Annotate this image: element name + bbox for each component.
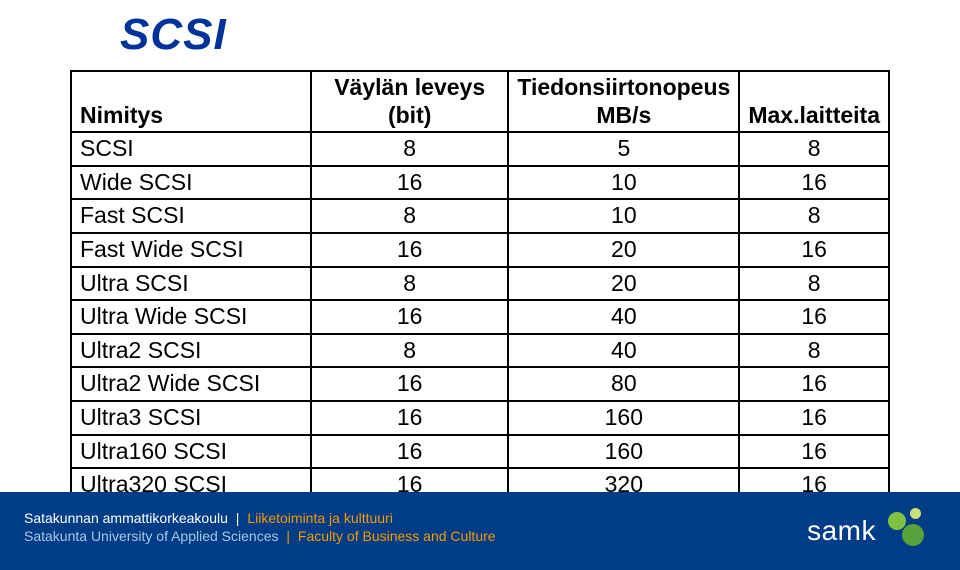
footer-dept-fi: Liiketoiminta ja kulttuuri bbox=[247, 510, 393, 526]
separator-icon: | bbox=[232, 510, 244, 526]
cell-name: Ultra Wide SCSI bbox=[71, 300, 311, 334]
col-header-name: Nimitys bbox=[71, 71, 311, 132]
col-header-speed: Tiedonsiirtonopeus MB/s bbox=[508, 71, 739, 132]
table-row: Ultra3 SCSI1616016 bbox=[71, 401, 889, 435]
cell-value: 8 bbox=[739, 199, 889, 233]
slide: SCSI Nimitys Väylän leveys (bit) Tiedons… bbox=[0, 0, 960, 570]
footer-org-en: Satakunta University of Applied Sciences bbox=[24, 528, 278, 544]
cell-value: 40 bbox=[508, 334, 739, 368]
cell-value: 16 bbox=[311, 435, 508, 469]
cell-value: 16 bbox=[311, 300, 508, 334]
table-row: Ultra160 SCSI1616016 bbox=[71, 435, 889, 469]
table-row: Ultra SCSI8208 bbox=[71, 267, 889, 301]
scsi-table-wrap: Nimitys Väylän leveys (bit) Tiedonsiirto… bbox=[70, 70, 890, 536]
cell-value: 160 bbox=[508, 435, 739, 469]
footer-bar: Satakunnan ammattikorkeakoulu | Liiketoi… bbox=[0, 492, 960, 570]
cell-value: 80 bbox=[508, 367, 739, 401]
table-row: Wide SCSI161016 bbox=[71, 166, 889, 200]
cell-value: 16 bbox=[311, 367, 508, 401]
logo-text: samk bbox=[807, 515, 876, 547]
logo-dots-icon bbox=[886, 508, 932, 554]
cell-value: 16 bbox=[739, 233, 889, 267]
cell-name: Wide SCSI bbox=[71, 166, 311, 200]
cell-name: Ultra2 Wide SCSI bbox=[71, 367, 311, 401]
dot-icon bbox=[902, 524, 924, 546]
table-header-row: Nimitys Väylän leveys (bit) Tiedonsiirto… bbox=[71, 71, 889, 132]
cell-value: 10 bbox=[508, 166, 739, 200]
cell-value: 8 bbox=[311, 199, 508, 233]
cell-value: 8 bbox=[739, 267, 889, 301]
table-row: Ultra2 Wide SCSI168016 bbox=[71, 367, 889, 401]
footer-line-fi: Satakunnan ammattikorkeakoulu | Liiketoi… bbox=[24, 510, 936, 526]
cell-value: 8 bbox=[311, 334, 508, 368]
cell-value: 16 bbox=[739, 401, 889, 435]
cell-name: Ultra SCSI bbox=[71, 267, 311, 301]
table-row: Ultra Wide SCSI164016 bbox=[71, 300, 889, 334]
samk-logo: samk bbox=[807, 508, 932, 554]
table-row: Fast SCSI8108 bbox=[71, 199, 889, 233]
col-header-max: Max.laitteita bbox=[739, 71, 889, 132]
table-row: SCSI858 bbox=[71, 132, 889, 166]
table-row: Ultra2 SCSI8408 bbox=[71, 334, 889, 368]
cell-name: Fast Wide SCSI bbox=[71, 233, 311, 267]
cell-name: Ultra160 SCSI bbox=[71, 435, 311, 469]
cell-value: 16 bbox=[311, 401, 508, 435]
separator-icon: | bbox=[282, 528, 294, 544]
cell-value: 16 bbox=[739, 166, 889, 200]
cell-value: 20 bbox=[508, 233, 739, 267]
cell-value: 40 bbox=[508, 300, 739, 334]
footer-line-en: Satakunta University of Applied Sciences… bbox=[24, 528, 936, 544]
scsi-table: Nimitys Väylän leveys (bit) Tiedonsiirto… bbox=[70, 70, 890, 536]
cell-name: Ultra3 SCSI bbox=[71, 401, 311, 435]
cell-name: Ultra2 SCSI bbox=[71, 334, 311, 368]
cell-value: 5 bbox=[508, 132, 739, 166]
cell-name: Fast SCSI bbox=[71, 199, 311, 233]
slide-title: SCSI bbox=[120, 10, 227, 60]
dot-icon bbox=[910, 508, 921, 519]
cell-value: 10 bbox=[508, 199, 739, 233]
footer-dept-en: Faculty of Business and Culture bbox=[298, 528, 496, 544]
cell-value: 8 bbox=[311, 132, 508, 166]
table-row: Fast Wide SCSI162016 bbox=[71, 233, 889, 267]
cell-value: 160 bbox=[508, 401, 739, 435]
cell-value: 16 bbox=[311, 233, 508, 267]
cell-value: 16 bbox=[739, 435, 889, 469]
footer-org-fi: Satakunnan ammattikorkeakoulu bbox=[24, 510, 228, 526]
cell-value: 16 bbox=[739, 367, 889, 401]
cell-value: 16 bbox=[739, 300, 889, 334]
cell-value: 8 bbox=[739, 334, 889, 368]
cell-name: SCSI bbox=[71, 132, 311, 166]
cell-value: 8 bbox=[739, 132, 889, 166]
cell-value: 8 bbox=[311, 267, 508, 301]
cell-value: 20 bbox=[508, 267, 739, 301]
col-header-buswidth: Väylän leveys (bit) bbox=[311, 71, 508, 132]
cell-value: 16 bbox=[311, 166, 508, 200]
